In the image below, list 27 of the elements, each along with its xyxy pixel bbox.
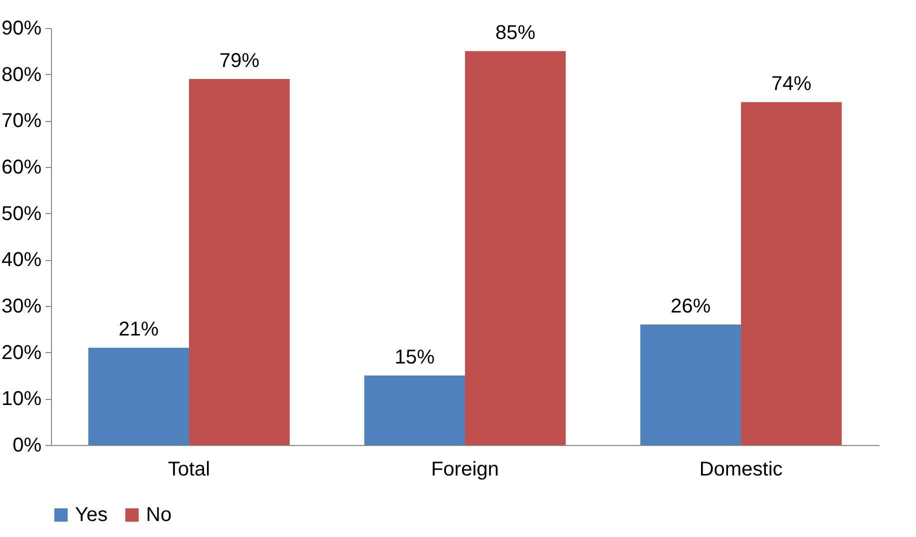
y-tick-label: 60% [1,156,42,178]
bar [741,102,842,445]
data-label: 85% [495,22,536,44]
x-tick-label: Domestic [699,458,783,480]
bar [640,324,741,445]
y-tick-label: 10% [1,388,42,410]
bar [88,348,189,445]
bar [364,376,465,445]
data-label: 21% [118,318,159,341]
bar [189,78,290,445]
data-label: 79% [219,50,260,72]
data-label: 15% [394,346,435,368]
y-tick-label: 70% [1,110,42,132]
y-tick-label: 20% [1,342,42,364]
y-tick-label: 90% [1,18,42,40]
legend-label: Yes [75,504,108,526]
y-tick-label: 0% [12,434,42,456]
y-tick-label: 40% [1,249,42,272]
bar [465,51,566,445]
y-tick-label: 50% [1,202,42,225]
data-label: 26% [670,296,711,318]
x-tick-label: Foreign [431,458,499,480]
legend-label: No [146,504,172,526]
x-tick-label: Total [168,458,210,480]
y-tick-label: 30% [1,296,42,318]
data-label: 74% [771,73,812,96]
y-tick-label: 80% [1,64,42,86]
